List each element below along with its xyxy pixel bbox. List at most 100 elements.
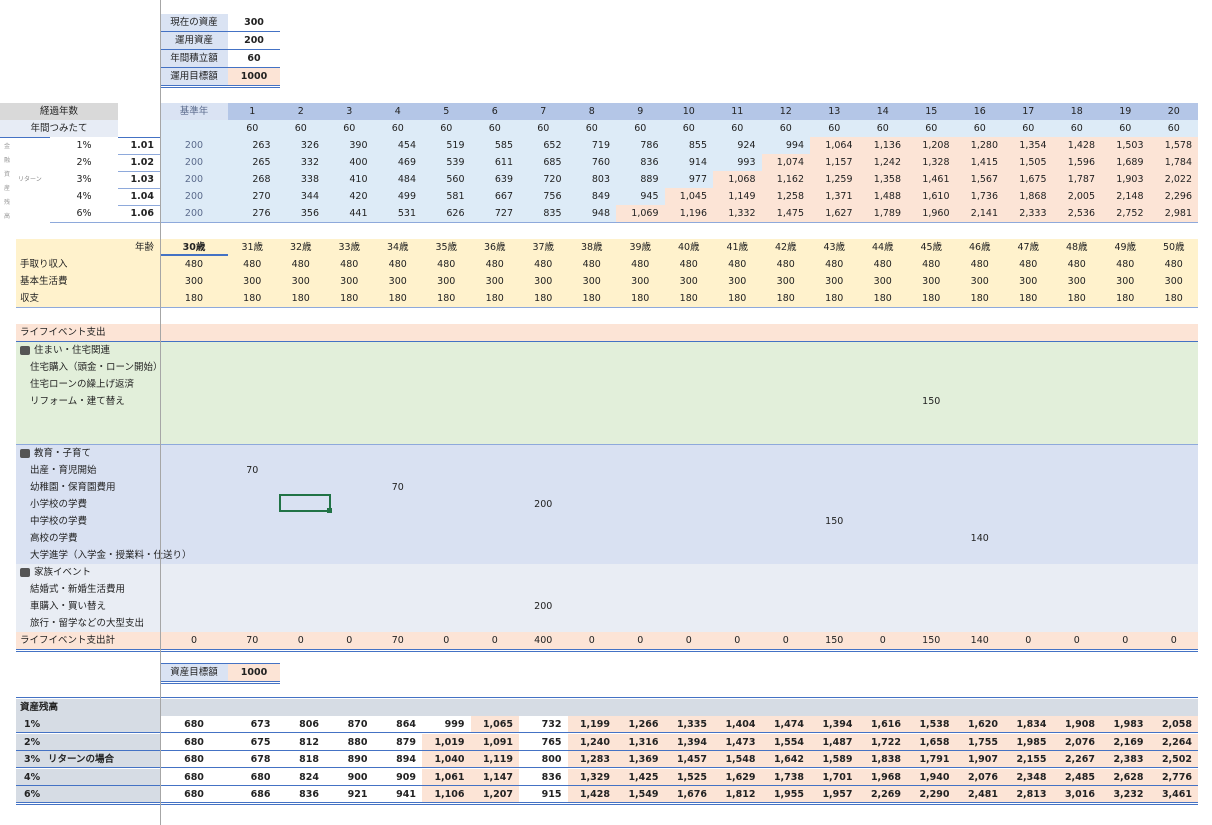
projected-value: 2,752	[1101, 205, 1150, 222]
projected-value: 855	[664, 137, 713, 154]
projected-value: 1,258	[761, 188, 810, 205]
asset-rate: 4%	[24, 771, 41, 783]
projected-value: 1,578	[1149, 137, 1198, 154]
total-value: 400	[534, 635, 553, 646]
asset-value: 680	[160, 733, 228, 751]
asset-rate: 6%	[24, 789, 41, 800]
projected-value: 977	[664, 171, 713, 188]
asset-value: 880	[325, 733, 374, 751]
projected-value: 1,332	[713, 205, 762, 222]
cashflow-value: 180	[810, 290, 859, 307]
cashflow-value: 300	[810, 273, 859, 290]
cashflow-value: 300	[616, 273, 665, 290]
projected-value: 836	[616, 154, 665, 171]
selected-cell[interactable]	[279, 494, 331, 512]
cashflow-value: 180	[1101, 290, 1150, 307]
asset-value: 1,091	[470, 733, 519, 751]
cashflow-value: 480	[1004, 256, 1053, 273]
cashflow-value: 480	[276, 256, 325, 273]
total-value: 0	[734, 635, 741, 646]
projected-value: 2,141	[955, 205, 1004, 222]
total-value: 0	[637, 635, 644, 646]
age-band	[16, 239, 1198, 256]
summary-label: 年間積立額	[160, 50, 228, 67]
asset-value: 680	[228, 768, 277, 786]
projected-value: 1,461	[907, 171, 956, 188]
cashflow-value: 480	[810, 256, 859, 273]
projected-value: 1,903	[1101, 171, 1150, 188]
asset-value: 1,676	[664, 786, 713, 803]
asset-value: 1,487	[810, 733, 859, 751]
total-value: 70	[246, 635, 259, 646]
cashflow-value: 180	[519, 290, 568, 307]
total-value: 0	[190, 635, 198, 646]
contrib-value: 60	[761, 120, 810, 137]
event-value: 200	[534, 601, 553, 612]
row-band	[16, 547, 1198, 564]
cashflow-value: 180	[1004, 290, 1053, 307]
projected-value: 1,503	[1101, 137, 1150, 154]
asset-value: 824	[276, 768, 325, 786]
projected-value: 1,259	[810, 171, 859, 188]
projected-value: 441	[325, 205, 374, 222]
event-label: リフォーム・建て替え	[30, 396, 125, 407]
contrib-value: 60	[1149, 120, 1198, 137]
projected-value: 2,981	[1149, 205, 1198, 222]
rate-label: 4%	[50, 188, 118, 205]
row-border	[16, 444, 1198, 445]
age-header: 33歳	[338, 242, 361, 253]
asset-value: 1,525	[664, 768, 713, 786]
cashflow-value: 300	[907, 273, 956, 290]
row-band	[16, 530, 1198, 547]
contrib-value: 60	[228, 120, 277, 137]
cashflow-value: 300	[567, 273, 616, 290]
year-header: 2	[276, 103, 325, 120]
asset-value: 686	[228, 786, 277, 803]
cashflow-value: 300	[373, 273, 422, 290]
asset-value: 732	[519, 716, 568, 733]
cashflow-value: 180	[664, 290, 713, 307]
cashflow-value: 480	[1101, 256, 1150, 273]
projected-value: 1,689	[1101, 154, 1150, 171]
asset-value: 879	[373, 733, 422, 751]
age-header: 31歳	[241, 242, 264, 253]
year-header: 3	[325, 103, 374, 120]
asset-value: 765	[519, 733, 568, 751]
total-value: 0	[1170, 635, 1177, 646]
event-label: 小学校の学費	[30, 499, 88, 510]
base-value: 200	[160, 137, 228, 154]
multiplier: 1.06	[130, 208, 154, 219]
asset-value: 800	[519, 751, 568, 768]
asset-value: 1,369	[616, 751, 665, 768]
row-border	[16, 697, 1198, 698]
projected-value: 2,022	[1149, 171, 1198, 188]
fill-handle[interactable]	[327, 508, 332, 513]
row-band	[16, 581, 1198, 598]
asset-value: 1,549	[616, 786, 665, 803]
asset-value: 941	[373, 786, 422, 803]
asset-value: 1,755	[955, 733, 1004, 751]
asset-value: 678	[228, 751, 277, 768]
asset-rate: 1%	[24, 719, 41, 730]
row-border	[16, 802, 1198, 805]
assets-left	[16, 786, 160, 803]
projected-value: 1,149	[713, 188, 762, 205]
projected-value: 581	[422, 188, 471, 205]
row-border	[16, 307, 1198, 308]
multiplier: 1.04	[130, 191, 154, 202]
age-header: 35歳	[435, 242, 458, 253]
asset-value: 2,485	[1052, 768, 1101, 786]
asset-value: 2,628	[1101, 768, 1150, 786]
asset-value: 812	[276, 733, 325, 751]
year-header: 6	[470, 103, 519, 120]
asset-value: 680	[160, 751, 228, 768]
cashflow-value: 300	[519, 273, 568, 290]
asset-value: 1,955	[761, 786, 810, 803]
event-label: 旅行・留学などの大型支出	[30, 618, 145, 629]
projected-value: 611	[470, 154, 519, 171]
row-band	[16, 376, 1198, 393]
assets-band	[16, 699, 1198, 716]
cashflow-value: 300	[761, 273, 810, 290]
group-title: 家族イベント	[34, 567, 92, 578]
contrib-value: 60	[1004, 120, 1053, 137]
